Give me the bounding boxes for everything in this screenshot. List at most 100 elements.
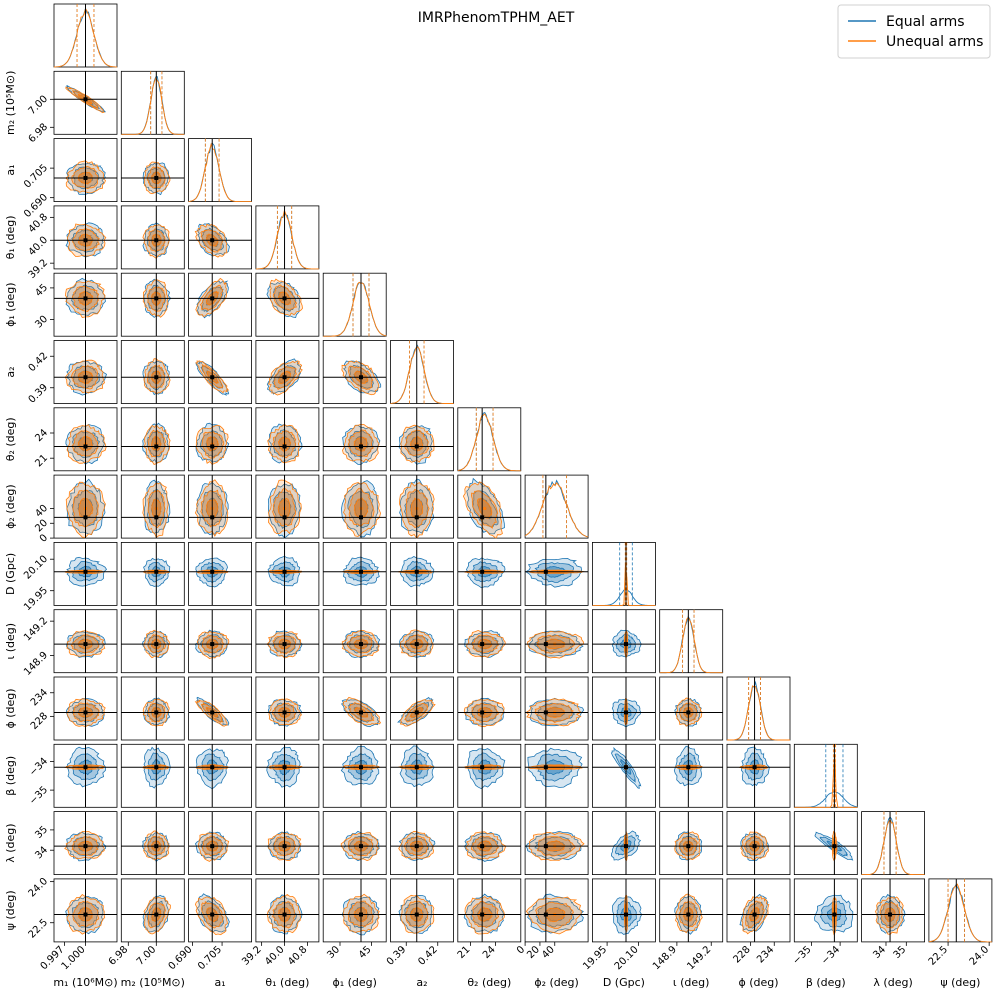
truth-marker bbox=[154, 515, 159, 520]
truth-marker bbox=[832, 844, 837, 849]
panel-m2-phi bbox=[120, 676, 185, 741]
contour-group bbox=[457, 744, 521, 808]
contour-group bbox=[255, 744, 319, 808]
x-tick-label: 40.8 bbox=[286, 944, 310, 968]
panel-a2-phi2 bbox=[390, 474, 454, 539]
truth-marker bbox=[414, 710, 419, 715]
contour-group bbox=[54, 542, 117, 606]
truth-marker bbox=[210, 375, 215, 380]
truth-marker bbox=[543, 710, 548, 715]
truth-marker bbox=[624, 844, 628, 849]
histogram-unequal bbox=[390, 346, 454, 404]
x-tick-label: 149.2 bbox=[685, 944, 713, 972]
y-axis-label-m2: m₂ (10⁵M⊙) bbox=[4, 71, 17, 135]
truth-marker bbox=[480, 765, 485, 770]
contour-group bbox=[390, 475, 454, 539]
truth-marker bbox=[154, 710, 159, 715]
truth-marker bbox=[154, 238, 159, 243]
y-tick-label: 7.00 bbox=[27, 94, 51, 118]
x-axis-label-a2: a₂ bbox=[416, 976, 427, 989]
truth-marker bbox=[282, 375, 287, 380]
contour-group bbox=[592, 677, 656, 740]
truth-marker bbox=[83, 444, 88, 449]
contour-group bbox=[659, 811, 723, 875]
x-axis-label-m1: m₁ (10⁶M⊙) bbox=[53, 976, 117, 989]
panel-theta1-theta1 bbox=[255, 205, 320, 270]
contour-group bbox=[592, 609, 656, 673]
x-tick-label: 0.690 bbox=[167, 944, 195, 972]
panel-phi1-phi2 bbox=[322, 474, 387, 539]
panel-theta2-psi: 21 24 θ₂ (deg) bbox=[456, 878, 522, 989]
panel-D-psi: 19.95 20.10 D (Gpc) bbox=[581, 878, 656, 989]
truth-marker bbox=[888, 912, 893, 917]
contour-group bbox=[188, 744, 252, 808]
truth-marker bbox=[686, 844, 691, 849]
y-tick-label: 21 bbox=[33, 453, 50, 470]
contour-group bbox=[323, 407, 387, 471]
contour-group bbox=[794, 811, 858, 875]
panel-frame bbox=[188, 542, 253, 606]
x-axis-label-a1: a₁ bbox=[215, 976, 226, 989]
panel-frame bbox=[726, 676, 791, 741]
contour-group bbox=[255, 475, 319, 539]
panel-m2-iota bbox=[120, 609, 185, 674]
panel-a1-phi1 bbox=[188, 272, 253, 337]
x-tick-label: 228 bbox=[731, 944, 752, 965]
y-tick-label: 24 bbox=[33, 427, 50, 444]
panel-frame bbox=[592, 676, 656, 741]
truth-marker bbox=[210, 515, 215, 520]
panel-frame bbox=[188, 340, 253, 404]
contour-group bbox=[188, 542, 252, 606]
y-tick-label: 40 bbox=[33, 503, 50, 520]
y-axis-label-phi1: ϕ₁ (deg) bbox=[4, 282, 17, 326]
panel-a1-phi bbox=[188, 676, 253, 741]
y-axis-label-lambda: λ (deg) bbox=[4, 823, 17, 862]
histogram-unequal bbox=[323, 281, 387, 337]
y-axis-label-psi: ψ (deg) bbox=[4, 890, 17, 930]
panel-theta1-phi bbox=[255, 676, 320, 741]
panel-a1-a2 bbox=[188, 340, 253, 404]
panel-frame bbox=[793, 878, 858, 943]
contour-group bbox=[188, 407, 252, 471]
truth-marker bbox=[210, 296, 215, 301]
truth-marker bbox=[83, 97, 88, 102]
panel-frame bbox=[322, 811, 387, 875]
contour-group bbox=[525, 542, 589, 606]
contour-group bbox=[323, 609, 387, 673]
contour-group bbox=[188, 273, 252, 337]
panel-a1-a1 bbox=[188, 138, 253, 203]
truth-marker bbox=[83, 844, 88, 849]
contour-group bbox=[255, 273, 319, 337]
x-tick-label: 234 bbox=[755, 944, 776, 965]
contour-group bbox=[188, 609, 252, 673]
truth-marker bbox=[83, 765, 88, 770]
panel-a1-phi2 bbox=[188, 474, 253, 539]
contour-group bbox=[525, 609, 589, 673]
contour-group bbox=[323, 811, 387, 875]
contour-group bbox=[525, 744, 589, 808]
y-axis-label-theta2: θ₂ (deg) bbox=[4, 417, 17, 461]
x-axis-label-m2: m₂ (10⁵M⊙) bbox=[121, 976, 185, 989]
panel-phi-beta bbox=[726, 743, 791, 808]
panel-frame bbox=[524, 676, 589, 741]
panel-frame bbox=[659, 609, 724, 674]
panel-frame bbox=[188, 138, 253, 203]
truth-marker bbox=[686, 710, 691, 715]
truth-marker bbox=[543, 569, 548, 574]
x-axis-label-iota: ι (deg) bbox=[673, 976, 710, 989]
panel-m1-D: 19.95 20.10 D (Gpc) bbox=[4, 542, 118, 613]
y-tick-label: 228 bbox=[29, 711, 50, 732]
x-tick-label: 40.0 bbox=[263, 944, 287, 968]
contour-group bbox=[323, 475, 387, 539]
panel-frame bbox=[524, 474, 589, 539]
truth-marker bbox=[686, 765, 691, 770]
contour-group bbox=[255, 878, 319, 942]
panel-phi1-iota bbox=[322, 609, 387, 674]
panel-a2-a2 bbox=[390, 340, 454, 404]
x-tick-label: 30 bbox=[325, 944, 342, 961]
panel-m1-beta: −35 −34 β (deg) bbox=[4, 743, 118, 808]
truth-marker bbox=[210, 238, 215, 243]
y-axis-label-a2: a₂ bbox=[4, 366, 17, 377]
